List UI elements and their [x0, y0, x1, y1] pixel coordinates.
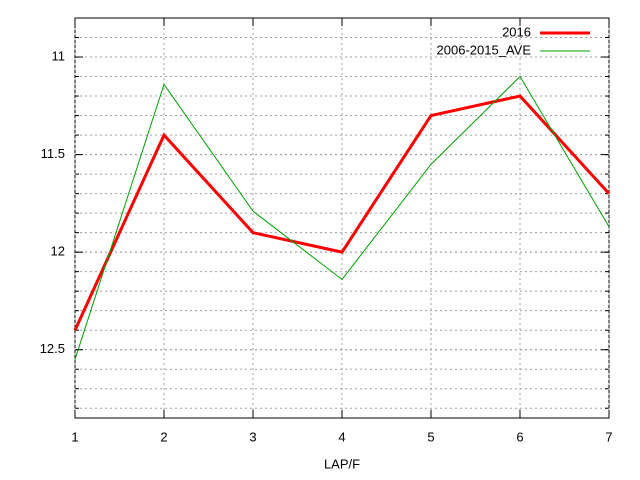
x-tick-label: 2 [160, 429, 167, 444]
x-tick-label: 7 [605, 429, 612, 444]
y-tick-label: 11 [52, 48, 66, 63]
y-tick-label: 12 [51, 244, 65, 259]
x-tick-label: 1 [71, 429, 78, 444]
x-tick-label: 6 [516, 429, 523, 444]
series-line [74, 75, 610, 360]
y-tick-label: 12.5 [40, 341, 65, 356]
series-line [73, 94, 611, 331]
x-tick-label: 5 [427, 429, 434, 444]
x-tick-label: 3 [249, 429, 256, 444]
y-tick-label: 11.5 [41, 146, 65, 161]
legend-label: 2006-2015_AVE [437, 42, 532, 57]
legend-label: 2016 [502, 24, 531, 39]
x-tick-label: 4 [338, 429, 345, 444]
x-axis-label: LAP/F [324, 456, 360, 471]
